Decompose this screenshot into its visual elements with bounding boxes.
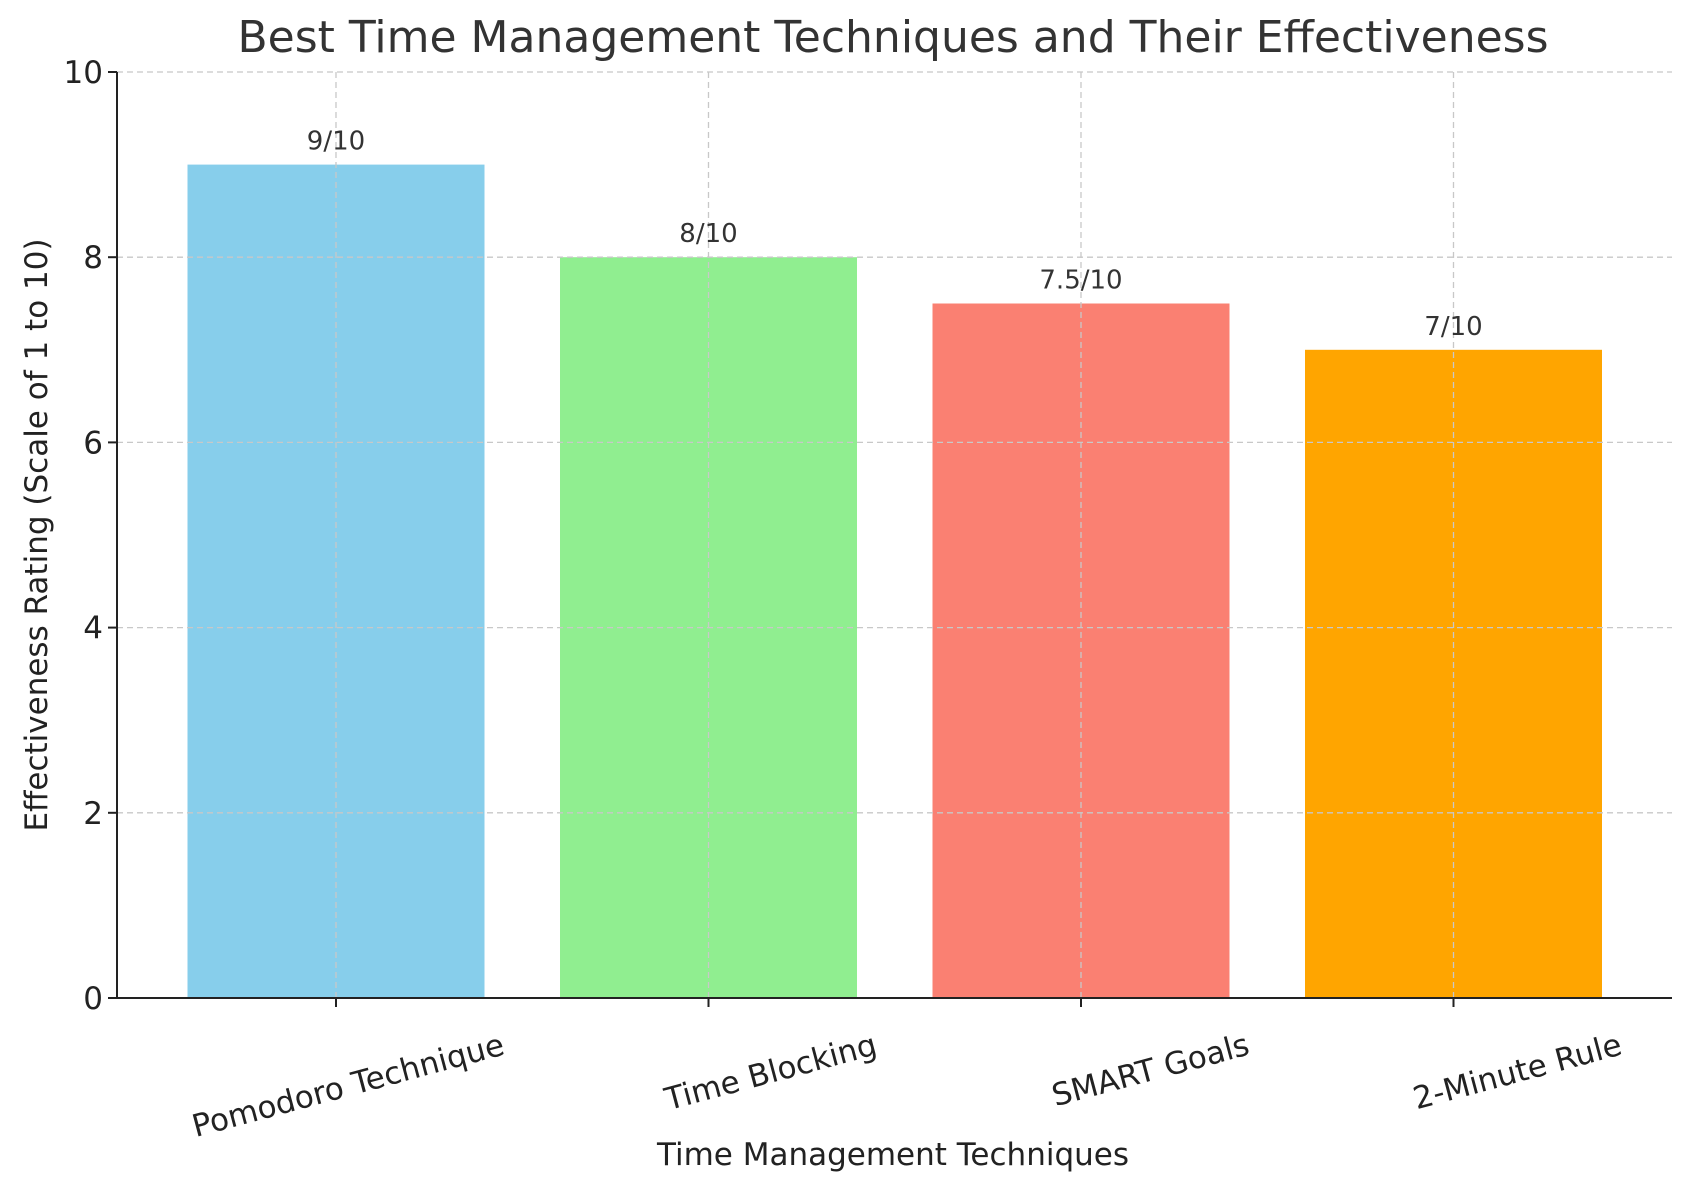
x-tick-label: Pomodoro Technique (188, 1027, 508, 1145)
bar-value-label: 9/10 (307, 127, 365, 157)
y-tick-label: 4 (83, 611, 103, 647)
y-tick-label: 2 (83, 796, 103, 832)
y-tick-label: 10 (64, 55, 103, 91)
x-axis-title: Time Management Techniques (656, 1137, 1129, 1173)
y-axis-title: Effectiveness Rating (Scale of 1 to 10) (19, 238, 55, 831)
x-tick-label: SMART Goals (1048, 1027, 1253, 1114)
axes (108, 71, 1672, 1007)
chart-title: Best Time Management Techniques and Thei… (237, 12, 1548, 63)
bars (187, 164, 1602, 999)
bar-value-label: 8/10 (679, 219, 737, 249)
x-tick-label: 2-Minute Rule (1409, 1027, 1625, 1117)
y-tick-label: 8 (83, 240, 103, 276)
bar-value-label: 7.5/10 (1039, 266, 1122, 296)
bar-value-label: 7/10 (1424, 312, 1482, 342)
y-tick-label: 0 (83, 981, 103, 1017)
x-tick-label: Time Blocking (660, 1027, 880, 1118)
y-tick-label: 6 (83, 425, 103, 461)
